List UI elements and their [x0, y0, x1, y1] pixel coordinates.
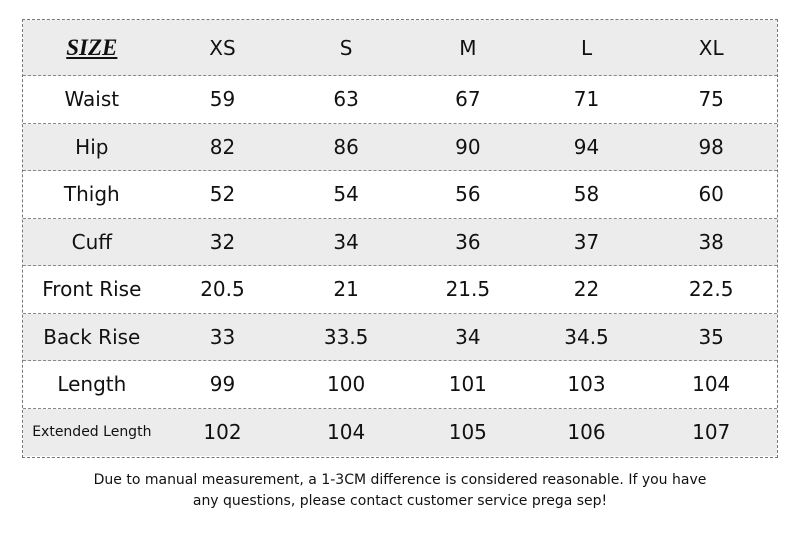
- footnote: Due to manual measurement, a 1-3CM diffe…: [0, 470, 800, 512]
- table-row: Length 99 100 101 103 104: [23, 361, 777, 409]
- row-label: Length: [57, 372, 127, 397]
- table-row: Extended Length 102 104 105 106 107: [23, 408, 777, 456]
- header-row: SIZE XS S M L XL: [23, 20, 777, 76]
- column-header: XL: [698, 35, 724, 60]
- row-label: Thigh: [63, 182, 120, 207]
- measurement: 36: [455, 229, 481, 254]
- measurement: 56: [455, 182, 481, 207]
- measurement: 35: [698, 324, 724, 349]
- measurement: 38: [698, 229, 724, 254]
- measurement: 102: [203, 420, 242, 445]
- measurement: 67: [455, 87, 481, 112]
- note-line: Due to manual measurement, a 1-3CM diffe…: [93, 472, 707, 488]
- measurement: 63: [333, 87, 359, 112]
- measurement: 90: [455, 134, 481, 159]
- measurement: 34: [455, 324, 481, 349]
- column-header: S: [339, 35, 353, 60]
- row-label: Cuff: [71, 229, 113, 254]
- measurement: 32: [209, 229, 236, 254]
- measurement: 82: [209, 134, 236, 159]
- measurement: 33.5: [323, 324, 369, 349]
- measurement: 58: [573, 182, 600, 207]
- table-row: Front Rise 20.5 21 21.5 22 22.5: [23, 266, 777, 314]
- measurement: 54: [333, 182, 359, 207]
- row-label: Waist: [64, 87, 120, 112]
- measurement: 106: [567, 420, 606, 445]
- measurement: 94: [573, 134, 600, 159]
- size-title: SIZE: [66, 34, 118, 60]
- measurement: 101: [448, 372, 487, 397]
- measurement: 21.5: [445, 277, 491, 302]
- measurement: 34: [333, 229, 359, 254]
- measurement: 22.5: [688, 277, 734, 302]
- table-row: Waist 59 63 67 71 75: [23, 76, 777, 124]
- measurement: 37: [573, 229, 600, 254]
- column-header: L: [580, 35, 593, 60]
- row-label: Front Rise: [42, 277, 142, 302]
- measurement: 103: [567, 372, 606, 397]
- measurement: 20.5: [200, 277, 245, 302]
- measurement: 71: [573, 87, 600, 112]
- row-label: Hip: [75, 134, 109, 159]
- measurement: 86: [333, 134, 359, 159]
- measurement: 75: [698, 87, 724, 112]
- measurement: 33: [209, 324, 236, 349]
- row-label: Back Rise: [43, 324, 141, 349]
- measurement: 98: [698, 134, 724, 159]
- measurement: 104: [692, 372, 731, 397]
- note-line: any questions, please contact customer s…: [192, 493, 608, 509]
- table-row: Hip 82 86 90 94 98: [23, 123, 777, 171]
- measurement: 21: [333, 277, 359, 302]
- measurement: 105: [448, 420, 487, 445]
- table-row: Cuff 32 34 36 37 38: [23, 218, 777, 266]
- measurement: 100: [327, 372, 366, 397]
- measurement: 99: [209, 372, 236, 397]
- measurement: 22: [573, 277, 600, 302]
- measurement: 59: [209, 87, 236, 112]
- column-header: M: [459, 35, 477, 60]
- measurement: 60: [698, 182, 724, 207]
- measurement: 52: [209, 182, 236, 207]
- row-label: Extended Length: [32, 424, 152, 441]
- measurement: 107: [692, 420, 731, 445]
- table-row: Thigh 52 54 56 58 60: [23, 171, 777, 219]
- measurement: 34.5: [564, 324, 609, 349]
- column-header: XS: [209, 35, 236, 60]
- table-row: Back Rise 33 33.5 34 34.5 35: [23, 313, 777, 361]
- measurement: 104: [327, 420, 366, 445]
- size-table: SIZE XS S M L XL Waist 59 63 67 71 75 Hip 82 86 90 94 98 T…: [22, 19, 778, 458]
